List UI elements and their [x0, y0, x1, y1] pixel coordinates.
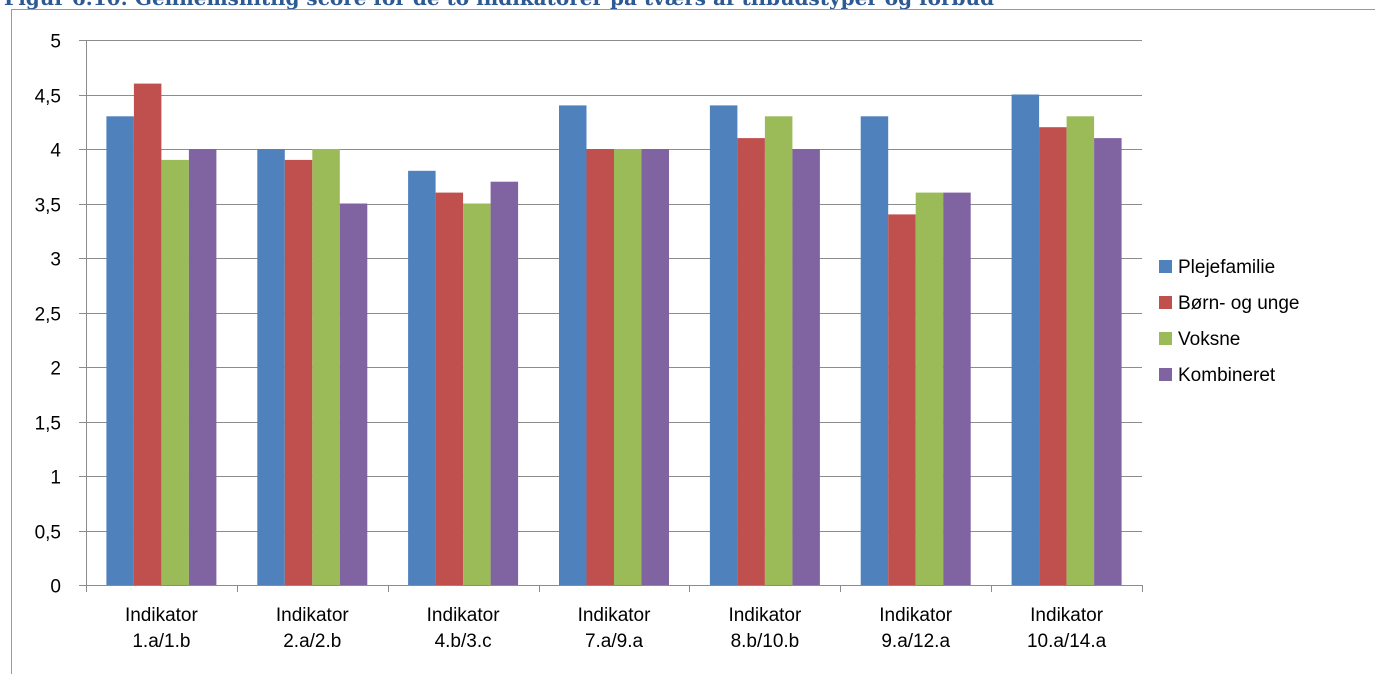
bar-plejefamilie [709, 105, 738, 586]
bar-plejefamilie [408, 170, 436, 586]
x-tick-label: 1.a/1.b [132, 631, 190, 652]
bar-voksne [463, 203, 491, 585]
bar-voksne [764, 116, 793, 586]
y-tick-label: 0,5 [35, 523, 61, 544]
figure-caption: Figur 6.10: Gennemsnitlig score for de t… [4, 0, 1376, 9]
y-tick-label: 2 [50, 359, 61, 380]
x-tick-label: Indikator [276, 605, 350, 626]
bar-kombineret [490, 181, 519, 585]
x-tick-label: 8.b/10.b [731, 631, 800, 652]
y-tick-label: 5 [50, 32, 61, 53]
y-tick-label: 3 [50, 250, 61, 271]
bar-voksne [915, 192, 944, 585]
bar-kombineret [943, 192, 971, 585]
bar-plejefamilie [860, 116, 889, 586]
bar-kombineret [792, 149, 820, 585]
bar-plejefamilie [559, 105, 587, 586]
x-tick-label: 10.a/14.a [1027, 631, 1107, 652]
bar-børn-og-unge [1039, 127, 1067, 585]
bar-børn-og-unge [586, 149, 614, 585]
bar-børn-og-unge [737, 138, 765, 585]
bar-kombineret [188, 149, 217, 585]
x-tick-label: Indikator [1030, 605, 1104, 626]
x-tick-label: Indikator [728, 605, 802, 626]
x-tick-label: Indikator [879, 605, 953, 626]
x-tick-label: 2.a/2.b [283, 631, 341, 652]
legend-swatch [1159, 260, 1172, 273]
bar-voksne [1066, 116, 1095, 586]
legend-label: Kombineret [1178, 365, 1276, 386]
legend-swatch [1159, 296, 1172, 309]
legend-label: Plejefamilie [1178, 257, 1275, 278]
bar-plejefamilie [106, 116, 134, 586]
y-tick-label: 3,5 [35, 196, 61, 217]
bar-voksne [161, 159, 189, 585]
y-tick-label: 1,5 [35, 414, 61, 435]
legend-label: Børn- og unge [1178, 293, 1299, 314]
chart-frame [11, 9, 1375, 674]
bar-voksne [614, 149, 642, 585]
x-tick-label: 7.a/9.a [585, 631, 644, 652]
bar-kombineret [339, 203, 368, 585]
bar-børn-og-unge [133, 83, 162, 585]
bar-børn-og-unge [888, 214, 916, 585]
bar-kombineret [641, 149, 669, 585]
bar-børn-og-unge [435, 192, 464, 585]
legend-swatch [1159, 332, 1172, 345]
bar-plejefamilie [1011, 94, 1040, 585]
y-tick-label: 4 [50, 141, 61, 162]
y-tick-label: 1 [50, 468, 61, 489]
y-tick-label: 0 [50, 577, 61, 598]
bar-kombineret [1094, 138, 1122, 585]
bar-børn-og-unge [284, 159, 313, 585]
y-tick-label: 2,5 [35, 305, 61, 326]
x-tick-label: 4.b/3.c [435, 631, 492, 652]
x-tick-label: 9.a/12.a [881, 631, 950, 652]
bar-voksne [312, 149, 340, 585]
y-tick-label: 4,5 [35, 87, 61, 108]
legend-label: Voksne [1178, 329, 1240, 350]
x-tick-label: Indikator [125, 605, 199, 626]
bar-plejefamilie [257, 149, 285, 585]
x-tick-label: Indikator [427, 605, 501, 626]
x-tick-label: Indikator [578, 605, 652, 626]
legend-swatch [1159, 368, 1172, 381]
